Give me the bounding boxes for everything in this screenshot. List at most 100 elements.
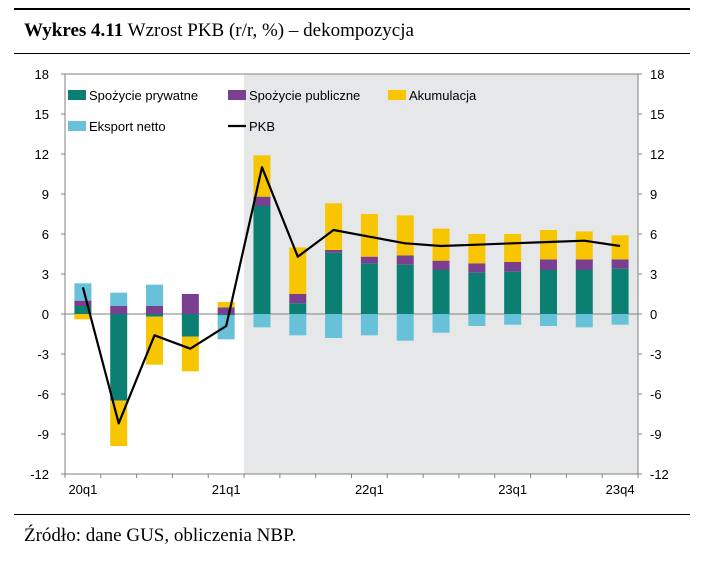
bar-prywatne-21q1 — [217, 314, 235, 316]
bar-eksport-23q2 — [539, 314, 557, 326]
y-tick-label-right: 0 — [650, 307, 657, 322]
bar-prywatne-22q1 — [360, 263, 378, 314]
y-tick-label-right: -9 — [650, 427, 662, 442]
y-tick-label-right: 9 — [650, 187, 657, 202]
bar-eksport-23q4 — [611, 314, 629, 325]
y-tick-label-right: 6 — [650, 227, 657, 242]
y-tick-label-left: -12 — [30, 467, 49, 482]
bar-publiczne-22q4 — [468, 263, 486, 273]
bar-eksport-21q4 — [325, 314, 343, 338]
caption-text: Wzrost PKB (r/r, %) – dekompozycja — [127, 20, 414, 41]
bar-akumulacja-23q1 — [504, 234, 522, 262]
bar-akumulacja-21q3 — [289, 247, 307, 294]
bar-prywatne-23q2 — [539, 270, 557, 314]
bar-publiczne-20q2 — [110, 306, 128, 314]
bar-eksport-23q1 — [504, 314, 522, 325]
bar-eksport-22q3 — [432, 314, 450, 333]
bar-eksport-21q3 — [289, 314, 307, 336]
bar-akumulacja-20q3 — [146, 316, 164, 365]
bar-eksport-22q2 — [396, 314, 414, 341]
y-tick-label-left: 15 — [35, 107, 49, 122]
y-tick-label-left: 12 — [35, 147, 49, 162]
bar-eksport-22q1 — [360, 314, 378, 336]
source-note: Źródło: dane GUS, obliczenia NBP. — [24, 525, 297, 546]
legend-label-prywatne: Spożycie prywatne — [89, 88, 198, 103]
bar-publiczne-21q1 — [217, 307, 235, 314]
legend-label-akumulacja: Akumulacja — [409, 88, 477, 103]
bar-prywatne-22q3 — [432, 270, 450, 314]
legend-label-pkb: PKB — [249, 119, 275, 134]
gdp-decomposition-chart: 18 18 15 15 12 12 9 9 6 6 3 3 0 0 -3 -3 -6 -6 -9 -9 -12 -12 20… — [30, 67, 669, 497]
y-tick-label-left: -3 — [37, 347, 49, 362]
bar-publiczne-21q4 — [325, 250, 343, 253]
bar-akumulacja-22q3 — [432, 228, 450, 261]
bar-eksport-20q3 — [146, 284, 164, 306]
legend-swatch-publiczne — [228, 90, 246, 100]
legend-swatch-prywatne — [68, 90, 86, 100]
bar-akumulacja-21q1 — [217, 302, 235, 308]
legend-swatch-eksport — [68, 121, 86, 131]
bar-akumulacja-22q4 — [468, 234, 486, 264]
caption-label: Wykres 4.11 — [24, 20, 124, 41]
x-tick-label: 22q1 — [355, 482, 384, 497]
y-tick-label-right: -12 — [650, 467, 669, 482]
legend-label-eksport: Eksport netto — [89, 119, 166, 134]
y-tick-label-left: -6 — [37, 387, 49, 402]
bar-prywatne-22q4 — [468, 272, 486, 314]
bar-prywatne-20q1 — [74, 306, 92, 314]
bar-eksport-21q1 — [217, 315, 235, 340]
pkb-line — [81, 166, 621, 425]
bar-publiczne-23q1 — [504, 262, 522, 272]
bar-prywatne-21q4 — [325, 252, 343, 314]
legend-label-publiczne: Spożycie publiczne — [249, 88, 360, 103]
y-tick-label-left: 18 — [35, 67, 49, 82]
caption-rule — [14, 53, 690, 54]
bar-akumulacja-22q2 — [396, 215, 414, 256]
bar-publiczne-22q2 — [396, 255, 414, 265]
bar-prywatne-21q3 — [289, 303, 307, 314]
bar-prywatne-23q1 — [504, 271, 522, 314]
bar-prywatne-22q2 — [396, 264, 414, 314]
bar-publiczne-22q3 — [432, 260, 450, 270]
bar-publiczne-22q1 — [360, 256, 378, 264]
bar-publiczne-21q3 — [289, 294, 307, 304]
bar-publiczne-20q3 — [146, 306, 164, 314]
bar-publiczne-20q4 — [181, 294, 199, 314]
legend-swatch-akumulacja — [388, 90, 406, 100]
bar-eksport-20q1 — [74, 283, 92, 301]
bar-eksport-20q2 — [110, 292, 128, 306]
x-tick-label: 23q1 — [498, 482, 527, 497]
y-tick-label-right: -6 — [650, 387, 662, 402]
y-tick-label-left: 3 — [42, 267, 49, 282]
bar-prywatne-20q3 — [146, 314, 164, 317]
y-tick-label-left: -9 — [37, 427, 49, 442]
x-tick-label: 23q4 — [606, 482, 635, 497]
y-tick-label-right: -3 — [650, 347, 662, 362]
bar-publiczne-23q3 — [575, 259, 593, 270]
chart-caption: Wykres 4.11 Wzrost PKB (r/r, %) – dekomp… — [24, 20, 414, 42]
bar-eksport-21q2 — [253, 314, 271, 328]
bar-eksport-23q3 — [575, 314, 593, 328]
bar-prywatne-20q2 — [110, 314, 128, 401]
legend: Spożycie prywatne Spożycie publiczne Akumu… — [68, 88, 477, 134]
bar-publiczne-21q2 — [253, 196, 271, 206]
y-tick-label-right: 3 — [650, 267, 657, 282]
bar-publiczne-23q4 — [611, 259, 629, 269]
bar-prywatne-20q4 — [181, 314, 199, 337]
bar-akumulacja-22q1 — [360, 214, 378, 257]
bar-prywatne-23q3 — [575, 270, 593, 314]
bar-akumulacja-23q3 — [575, 231, 593, 260]
bar-publiczne-23q2 — [539, 259, 557, 270]
y-tick-label-right: 15 — [650, 107, 664, 122]
bar-eksport-22q4 — [468, 314, 486, 326]
y-tick-label-left: 9 — [42, 187, 49, 202]
bar-akumulacja-21q4 — [325, 203, 343, 250]
x-tick-label: 20q1 — [68, 482, 97, 497]
bar-publiczne-20q1 — [74, 300, 92, 306]
y-tick-label-left: 0 — [42, 307, 49, 322]
y-tick-label-left: 6 — [42, 227, 49, 242]
y-tick-label-right: 18 — [650, 67, 664, 82]
bar-akumulacja-23q2 — [539, 230, 557, 260]
bottom-rule — [14, 514, 690, 515]
x-tick-label: 21q1 — [212, 482, 241, 497]
